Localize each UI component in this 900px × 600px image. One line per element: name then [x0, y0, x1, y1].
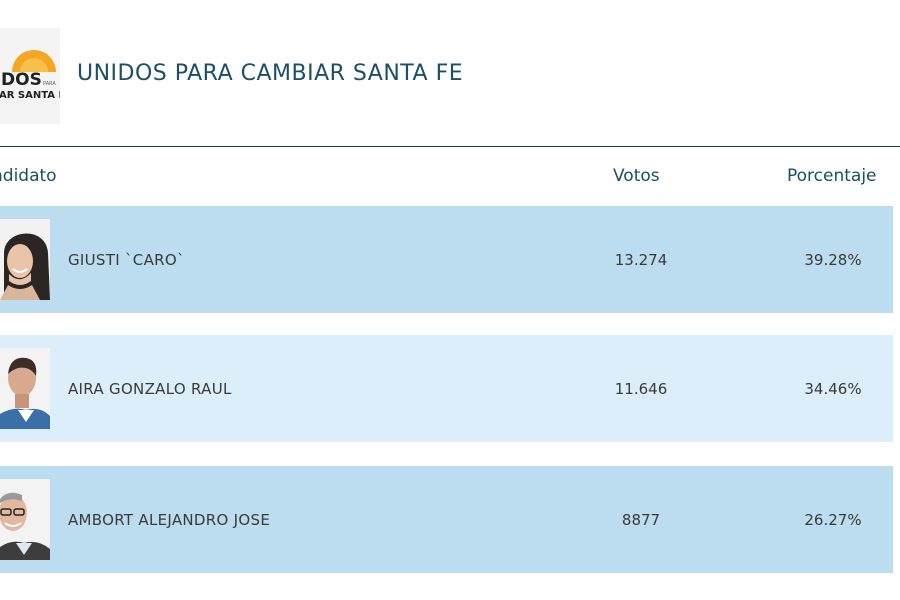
candidate-photo-woman-icon [0, 219, 50, 300]
candidate-votes: 13.274 [614, 251, 668, 269]
candidate-percentage: 26.27% [804, 511, 862, 529]
party-title: UNIDOS PARA CAMBIAR SANTA FE [77, 61, 464, 86]
candidate-name: AMBORT ALEJANDRO JOSE [68, 511, 271, 529]
candidate-percentage: 39.28% [804, 251, 862, 269]
party-logo: DOS PARA AR SANTA FE [0, 28, 60, 124]
table-row: GIUSTI `CARO` 13.274 39.28% [0, 206, 893, 313]
table-row: AIRA GONZALO RAUL 11.646 34.46% [0, 335, 893, 442]
column-header-candidate: ndidato [0, 166, 57, 186]
candidate-name: GIUSTI `CARO` [68, 251, 185, 269]
logo-text-small: PARA [43, 81, 56, 87]
candidate-photo-man-icon [0, 348, 50, 429]
candidate-name: AIRA GONZALO RAUL [68, 380, 232, 398]
candidate-votes: 8877 [621, 511, 661, 529]
candidate-photo-man-glasses-icon [0, 479, 50, 560]
table-row: AMBORT ALEJANDRO JOSE 8877 26.27% [0, 466, 893, 573]
logo-text-top: DOS [1, 70, 42, 90]
column-header-votes: Votos [613, 166, 660, 186]
column-header-percentage: Porcentaje [787, 166, 877, 186]
candidate-percentage: 34.46% [804, 380, 862, 398]
candidate-votes: 11.646 [614, 380, 668, 398]
header-divider [0, 146, 900, 147]
logo-text-bottom: AR SANTA FE [0, 90, 60, 101]
